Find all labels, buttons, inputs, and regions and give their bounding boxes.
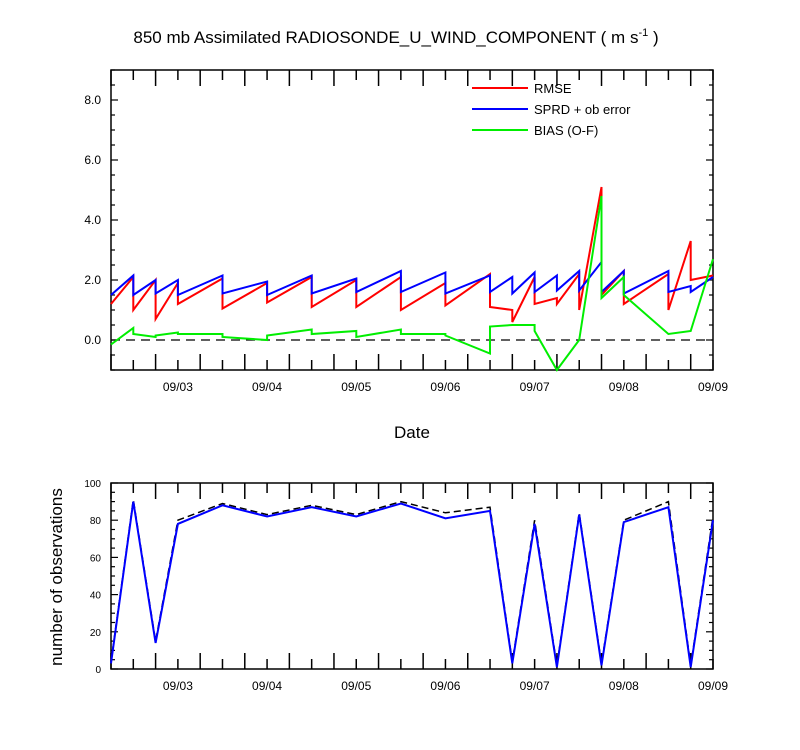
bottom-xtick-label: 09/03 [163, 679, 193, 693]
bottom-ytick-label: 80 [90, 516, 102, 527]
top-xtick-label: 09/05 [341, 380, 371, 394]
top-ytick-label: 8.0 [84, 93, 101, 107]
bottom-ytick-label: 20 [90, 628, 102, 639]
top-ytick-label: 6.0 [84, 153, 101, 167]
top-legend-label: RMSE [534, 81, 572, 96]
bottom-chart-panel: 0 20 40 60 80 100 09/03 09/04 09/05 09/06 09/07 09/… [84, 479, 728, 693]
top-xtick-label: 09/06 [430, 380, 460, 394]
top-ytick-label: 4.0 [84, 213, 101, 227]
top-chart-panel: 0.0 2.0 4.0 6.0 8.0 09/03 09/04 09/05 09/06 09/07… [84, 69, 728, 394]
bottom-ytick-label: 40 [90, 591, 102, 602]
top-series-rmse [110, 186, 714, 323]
bottom-xtick-label: 09/08 [609, 679, 639, 693]
top-xtick-label: 09/04 [252, 380, 282, 394]
bottom-ytick-label: 0 [95, 665, 101, 676]
bottom-xtick-label: 09/07 [520, 679, 550, 693]
top-legend-label: BIAS (O-F) [534, 123, 598, 138]
bottom-xtick-label: 09/06 [430, 679, 460, 693]
bottom-series-observations-dashed- [110, 499, 714, 666]
bottom-ytick-label: 100 [84, 479, 101, 490]
top-series-sprd-ob-error [110, 259, 714, 297]
top-legend-label: SPRD + ob error [534, 102, 631, 117]
top-ytick-label: 0.0 [84, 333, 101, 347]
bottom-xtick-label: 09/05 [341, 679, 371, 693]
top-chart-title: 850 mb Assimilated RADIOSONDE_U_WIND_COM… [133, 27, 658, 47]
bottom-xtick-label: 09/04 [252, 679, 282, 693]
top-xtick-label: 09/07 [520, 380, 550, 394]
bottom-ytick-label: 60 [90, 553, 102, 564]
bottom-chart-ylabel: number of observations [47, 488, 66, 666]
top-ytick-label: 2.0 [84, 273, 101, 287]
bottom-xtick-label: 09/09 [698, 679, 728, 693]
top-chart-xlabel: Date [394, 423, 430, 442]
top-xtick-label: 09/08 [609, 380, 639, 394]
bottom-series-observations-solid- [110, 501, 714, 668]
top-xtick-label: 09/03 [163, 380, 193, 394]
top-series-bias-o-f- [110, 195, 714, 372]
top-xtick-label: 09/09 [698, 380, 728, 394]
